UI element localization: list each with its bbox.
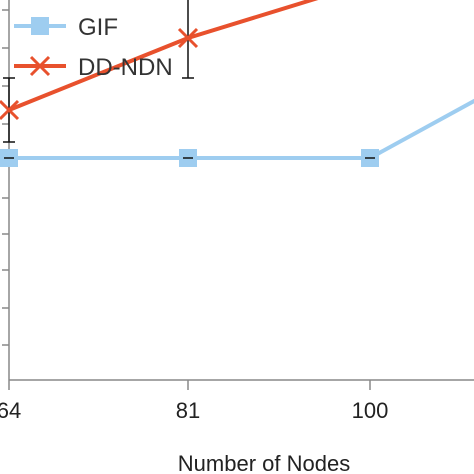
series-line-gif [9,98,474,160]
legend-label-gif: GIF [78,14,118,41]
series-layer [0,0,474,167]
legend: GIF DD-NDN [14,14,173,81]
axes: 64 81 100 [0,0,474,423]
legend-label-ddndn: DD-NDN [78,54,173,81]
x-tick-label-100: 100 [352,398,389,423]
x-axis-title: Number of Nodes [178,451,350,474]
x-tick-label-64: 64 [0,398,21,423]
series-line-ddndn [8,0,319,112]
point-ddndn-81 [177,27,199,49]
legend-marker-gif [31,17,49,35]
x-tick-label-81: 81 [176,398,200,423]
point-ddndn-64 [0,99,20,121]
legend-marker-ddndn [29,55,51,77]
